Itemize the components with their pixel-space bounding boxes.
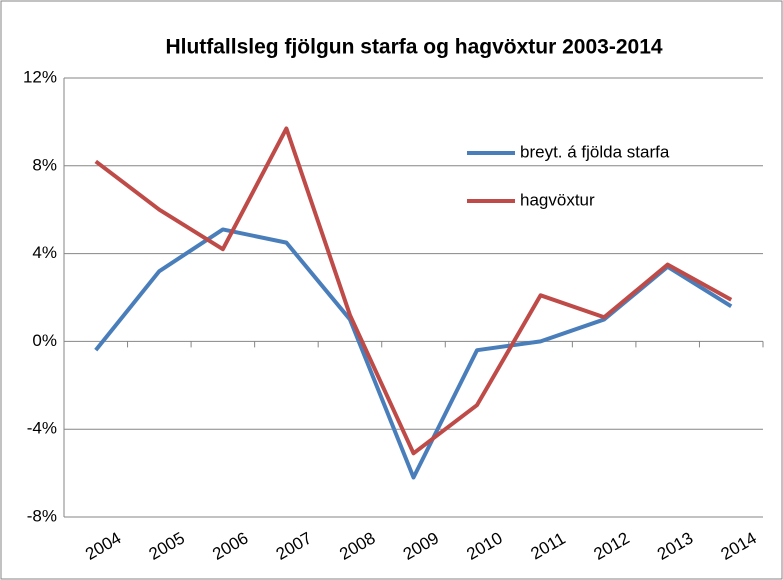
legend-label: breyt. á fjölda starfa bbox=[520, 142, 670, 161]
legend-label: hagvöxtur bbox=[520, 190, 595, 209]
y-tick-label: -4% bbox=[27, 419, 57, 438]
y-tick-label: 0% bbox=[32, 331, 57, 350]
series-line bbox=[94, 126, 733, 456]
y-tick-label: 8% bbox=[32, 155, 57, 174]
y-tick-label: 4% bbox=[32, 243, 57, 262]
chart-title: Hlutfallsleg fjölgun starfa og hagvöxtur… bbox=[165, 36, 662, 59]
y-tick-label: 12% bbox=[23, 67, 57, 86]
y-tick-label: -8% bbox=[27, 506, 57, 525]
